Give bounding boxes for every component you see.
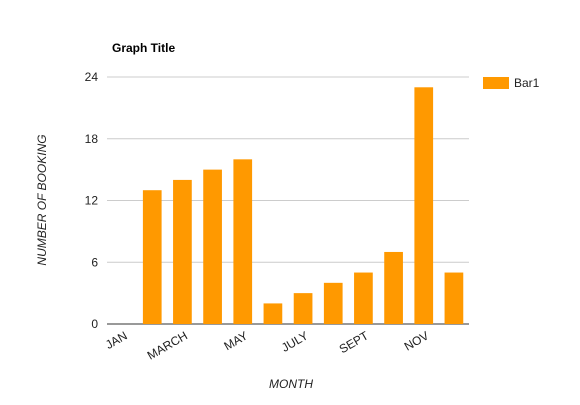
legend-swatch-bar1: [483, 77, 509, 89]
bar-may[interactable]: [233, 159, 252, 324]
x-tick-label: JULY: [279, 328, 311, 354]
x-tick-label: JAN: [103, 328, 130, 351]
bar-june[interactable]: [264, 303, 283, 324]
x-tick-label: MARCH: [145, 328, 190, 362]
bar-feb[interactable]: [143, 190, 162, 324]
bar-april[interactable]: [203, 170, 222, 324]
y-axis-label: NUMBER OF BOOKING: [35, 134, 49, 265]
y-axis-ticks: 0 6 12 18 24: [85, 70, 99, 331]
bar-march[interactable]: [173, 180, 192, 324]
y-tick-label: 24: [85, 70, 99, 84]
x-tick-label: SEPT: [337, 328, 372, 356]
y-tick-label: 12: [85, 194, 99, 208]
bar-nov[interactable]: [414, 87, 433, 324]
x-axis-ticks: JAN MARCH MAY JULY SEPT NOV: [103, 328, 431, 362]
bar-dec[interactable]: [445, 273, 464, 324]
bar-oct[interactable]: [384, 252, 403, 324]
bar-aug[interactable]: [324, 283, 343, 324]
x-axis-label: MONTH: [269, 377, 313, 391]
y-tick-label: 18: [85, 132, 99, 146]
x-tick-label: NOV: [402, 328, 432, 353]
bar-july[interactable]: [294, 293, 313, 324]
y-tick-label: 0: [91, 317, 98, 331]
x-tick-label: MAY: [221, 328, 250, 353]
bars: [113, 87, 464, 324]
y-tick-label: 6: [91, 255, 98, 269]
legend[interactable]: Bar1: [483, 76, 540, 90]
bar-sept[interactable]: [354, 273, 373, 324]
chart-title: Graph Title: [112, 41, 175, 55]
legend-label-bar1: Bar1: [514, 76, 540, 90]
